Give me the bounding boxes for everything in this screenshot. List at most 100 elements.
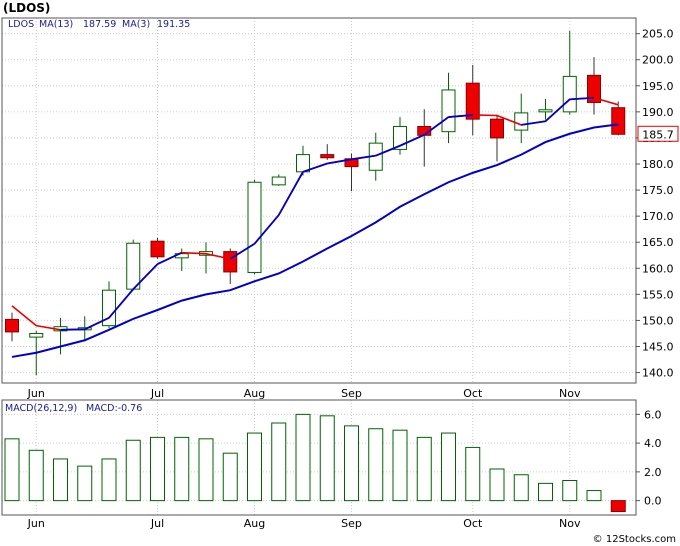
- last-price-tag: 185.7: [637, 125, 679, 142]
- ma3-segment-up: [132, 263, 159, 290]
- ma3-segment-up: [327, 158, 352, 165]
- candle-body-down: [490, 118, 504, 139]
- candle-body-up: [126, 242, 141, 290]
- candle: [271, 174, 286, 186]
- legend-ma3-label: MA(3): [122, 19, 150, 30]
- month-label: Jul: [150, 387, 164, 400]
- candle-body-down: [587, 74, 601, 103]
- month-label: Nov: [559, 387, 581, 400]
- price-tick-label: 155.0: [642, 288, 674, 301]
- macd-bar: [441, 432, 456, 502]
- ma3-segment-up: [108, 288, 134, 319]
- candle: [490, 114, 504, 162]
- candle-body-down: [465, 82, 480, 120]
- copyright-label: © 12Stocks.com: [593, 534, 676, 545]
- macd-bar: [198, 438, 214, 502]
- macd-month-label: Jun: [27, 517, 45, 530]
- macd-tick-label: 0.0: [644, 495, 662, 508]
- macd-bar: [271, 422, 287, 502]
- macd-tick-label: 4.0: [644, 437, 662, 450]
- month-label: Jun: [27, 387, 45, 400]
- macd-bar: [465, 446, 481, 502]
- price-month-labels: Jun Jul Aug Sep Oct Nov: [27, 387, 581, 400]
- macd-bar: [125, 439, 141, 502]
- price-tick-label: 190.0: [642, 106, 674, 119]
- macd-month-label: Jul: [150, 517, 164, 530]
- macd-month-label: Sep: [341, 517, 362, 530]
- candle-body-up: [441, 89, 456, 133]
- candle: [514, 93, 529, 144]
- price-tick-label: 145.0: [642, 341, 674, 354]
- macd-bar: [513, 474, 529, 502]
- month-label: Aug: [244, 387, 265, 400]
- price-panel-frame: [1, 17, 637, 384]
- price-tick-label: 200.0: [642, 54, 674, 67]
- macd-y-axis: 6.0 4.0 2.0 0.0: [636, 408, 662, 508]
- macd-bar: [174, 436, 190, 502]
- macd-bar: [77, 465, 93, 502]
- candle: [587, 57, 601, 115]
- price-tick-label: 170.0: [642, 210, 674, 223]
- candle: [368, 132, 383, 181]
- macd-bar: [392, 429, 408, 502]
- candle-body-up: [29, 332, 44, 338]
- macd-bar: [610, 500, 626, 513]
- ma3-segment-up: [351, 154, 376, 161]
- ma3-segment-up: [302, 162, 328, 173]
- macd-panel: 6.0 4.0 2.0 0.0 Jun Jul Aug Sep Oct Nov MACD(26,…: [1, 399, 662, 530]
- macd-bar: [247, 432, 262, 502]
- candle: [102, 281, 116, 329]
- ma3-segment-up: [229, 243, 255, 260]
- macd-tick-label: 2.0: [644, 466, 662, 479]
- ma3-segment-up: [253, 214, 280, 245]
- candle-body-up: [514, 112, 529, 131]
- price-tick-label: 205.0: [642, 28, 674, 41]
- legend-ma13-value: 187.59: [83, 19, 116, 30]
- macd-legend-value: MACD:-0.76: [86, 403, 142, 414]
- price-tick-label: 140.0: [642, 367, 674, 380]
- ma3-segment-up: [277, 171, 304, 216]
- macd-bar: [4, 438, 20, 502]
- candle: [5, 312, 19, 342]
- macd-bar: [489, 468, 505, 502]
- macd-bar: [295, 413, 311, 502]
- price-panel: 205.0200.0195.0190.0185.0180.0175.0170.0…: [1, 17, 679, 400]
- candle-body-up: [102, 289, 116, 327]
- price-tick-label: 195.0: [642, 80, 674, 93]
- price-tick-label: 150.0: [642, 314, 674, 327]
- candle: [320, 144, 335, 160]
- legend-ma3-value: 191.35: [157, 19, 190, 30]
- candle: [611, 101, 626, 136]
- macd-bar: [28, 449, 44, 502]
- candle-body-up: [296, 154, 310, 173]
- candle-body-down: [5, 318, 19, 333]
- macd-month-label: Oct: [463, 517, 483, 530]
- candle-body-down: [611, 107, 626, 135]
- candle: [296, 145, 310, 176]
- candle: [126, 239, 141, 291]
- last-price-label: 185.7: [642, 128, 674, 141]
- macd-month-label: Nov: [559, 517, 581, 530]
- candle: [247, 179, 262, 275]
- candlesticks: [5, 31, 626, 376]
- macd-bar: [222, 452, 238, 502]
- ma3-segment-up: [84, 317, 110, 331]
- ma3-segment-up: [399, 133, 425, 147]
- candle-body-up: [562, 75, 577, 113]
- macd-bar: [319, 415, 335, 502]
- ma3-segment-up: [521, 120, 546, 126]
- macd-bar: [562, 480, 578, 502]
- ma3-rising-segments: [60, 96, 595, 331]
- legend-ma13-label: MA(13): [39, 19, 73, 30]
- price-tick-label: 165.0: [642, 236, 674, 249]
- candle: [150, 238, 165, 259]
- candle-body-down: [320, 154, 335, 159]
- macd-bars: [4, 413, 626, 513]
- candle-body-up: [271, 176, 286, 186]
- macd-panel-frame: [1, 399, 637, 516]
- ma3-segment-up: [569, 96, 595, 101]
- macd-month-label: Aug: [244, 517, 265, 530]
- ma3-segment-up: [157, 251, 183, 265]
- macd-bar: [150, 436, 165, 502]
- ma3-segment-up: [448, 114, 473, 118]
